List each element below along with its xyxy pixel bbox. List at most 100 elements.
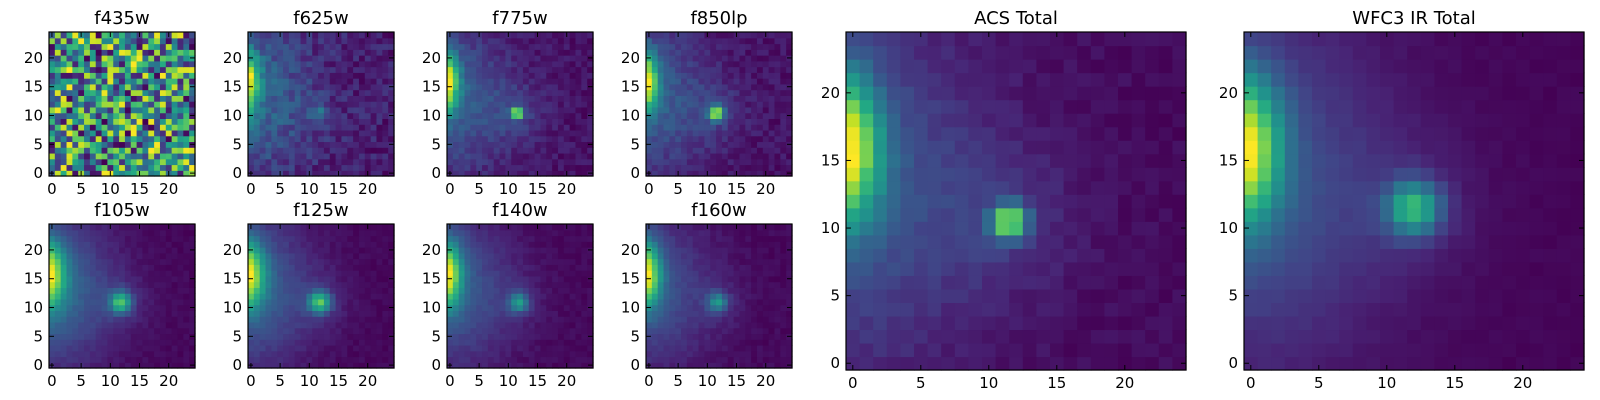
heatmap-cell (681, 327, 688, 335)
heatmap-cell (739, 101, 746, 108)
heatmap-cell (171, 78, 179, 85)
heatmap-cell (288, 287, 296, 294)
heatmap-cell (248, 339, 255, 346)
heatmap-cell (499, 270, 506, 277)
heatmap-cell (95, 287, 103, 294)
heatmap-cell (557, 112, 565, 119)
heatmap-cell (581, 95, 588, 102)
heatmap-cell (300, 281, 307, 288)
heatmap-cell (476, 316, 483, 323)
heatmap-cell (300, 170, 307, 177)
heatmap-cell (288, 89, 296, 96)
heatmap-cell (159, 310, 167, 317)
heatmap-cell (452, 72, 460, 79)
heatmap-cell (698, 72, 705, 79)
heatmap-cell (335, 78, 343, 85)
heatmap-cell (189, 327, 196, 335)
heatmap-cell (499, 264, 506, 271)
heatmap-cell (534, 316, 542, 323)
heatmap-cell (154, 170, 161, 177)
heatmap-cell (733, 356, 741, 363)
heatmap-cell (107, 321, 114, 329)
heatmap-cell (663, 32, 670, 39)
heatmap-cell (482, 49, 489, 56)
heatmap-cell (669, 118, 676, 125)
heatmap-cell (171, 101, 179, 108)
heatmap-cell (353, 49, 360, 56)
heatmap-cell (470, 129, 477, 137)
heatmap-cell (540, 362, 547, 369)
heatmap-cell (704, 356, 711, 363)
heatmap-cell (89, 37, 97, 45)
heatmap-cell (54, 229, 62, 237)
heatmap-cell (768, 32, 776, 39)
heatmap-cell (522, 32, 530, 39)
heatmap-cell (54, 37, 62, 45)
heatmap-cell (546, 258, 553, 265)
heatmap-cell (651, 287, 659, 294)
heatmap-cell (347, 344, 354, 352)
heatmap-cell (177, 362, 184, 369)
heatmap-cell (124, 60, 132, 68)
heatmap-cell (54, 339, 62, 346)
heatmap-cell (72, 287, 79, 294)
heatmap-cell (376, 304, 383, 311)
heatmap-cell (511, 124, 518, 131)
heatmap-cell (552, 43, 559, 50)
heatmap-cell (470, 293, 477, 300)
heatmap-cell (487, 55, 495, 62)
heatmap-cell (329, 275, 337, 283)
heatmap-cell (669, 95, 676, 102)
heatmap-cell (183, 356, 190, 363)
heatmap-cell (119, 118, 126, 125)
heatmap-cell (136, 78, 144, 85)
heatmap-cell (119, 316, 126, 323)
heatmap-cell (171, 66, 179, 73)
heatmap-cell (464, 135, 471, 143)
heatmap-cell (248, 164, 255, 171)
heatmap-cell (101, 327, 108, 335)
heatmap-cell (388, 164, 395, 171)
heatmap-cell (329, 258, 337, 265)
heatmap-cell (511, 164, 518, 171)
heatmap-cell (762, 293, 770, 300)
heatmap-cell (323, 281, 331, 288)
heatmap-cell (505, 304, 512, 311)
heatmap-cell (154, 356, 161, 363)
heatmap-cell (482, 43, 489, 50)
heatmap-cell (95, 252, 103, 260)
heatmap-cell (165, 43, 173, 50)
panel-title: f850lp (690, 8, 747, 29)
heatmap-cell (300, 344, 307, 352)
heatmap-cell (312, 275, 319, 283)
heatmap-cell (323, 158, 331, 166)
heatmap-cell (89, 118, 97, 125)
heatmap-cell (563, 89, 571, 96)
heatmap-cell (587, 135, 594, 143)
heatmap-cell (470, 72, 477, 79)
heatmap-cell (283, 270, 290, 277)
heatmap-cell (675, 281, 682, 288)
heatmap-cell (493, 362, 501, 369)
heatmap-cell (265, 321, 272, 329)
heatmap-cell (534, 310, 542, 317)
heatmap-cell (248, 252, 255, 260)
heatmap-cell (177, 72, 184, 79)
heatmap-cell (49, 241, 56, 248)
heatmap-cell (312, 37, 319, 45)
heatmap-cell (335, 247, 343, 254)
heatmap-cell (271, 83, 278, 91)
heatmap-cell (72, 72, 79, 79)
heatmap-cell (335, 258, 343, 265)
heatmap-cell (54, 304, 62, 311)
x-tick-label: 0 (246, 372, 256, 390)
heatmap-cell (300, 60, 307, 68)
heatmap-cell (78, 129, 85, 137)
heatmap-cell (253, 264, 261, 271)
heatmap-cell (552, 258, 559, 265)
heatmap-cell (557, 37, 565, 45)
heatmap-cell (154, 101, 161, 108)
heatmap-cell (265, 83, 272, 91)
heatmap-cell (271, 141, 278, 148)
heatmap-cell (756, 164, 764, 171)
